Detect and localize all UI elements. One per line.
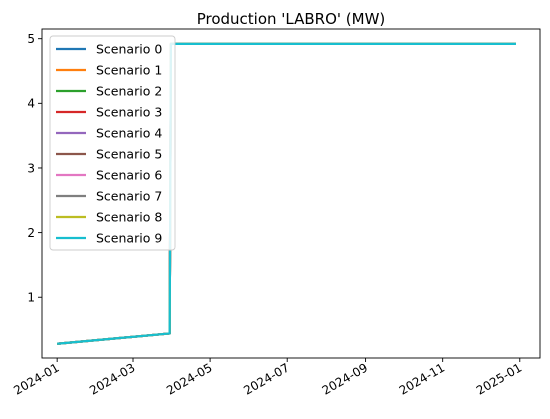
legend-label: Scenario 1 — [96, 63, 162, 78]
x-axis: 2024-01 2024-03 2024-05 2024-07 2024-09 2024-… — [11, 358, 524, 398]
plot-frame — [41, 28, 541, 359]
y-tick-label: 5 — [27, 32, 35, 46]
x-tick-label: 2024-07 — [241, 360, 291, 397]
legend-label: Scenario 5 — [96, 147, 162, 162]
x-tick-label: 2024-11 — [397, 360, 447, 397]
legend-label: Scenario 7 — [96, 189, 162, 204]
y-axis: 1 2 3 4 5 — [27, 32, 42, 305]
legend-label: Scenario 9 — [96, 231, 162, 246]
y-tick-label: 3 — [27, 161, 35, 175]
y-tick-label: 1 — [27, 291, 35, 305]
legend-label: Scenario 6 — [96, 168, 162, 183]
y-tick-label: 4 — [27, 97, 35, 111]
legend: Scenario 0 Scenario 1 Scenario 2 Scenario 3… — [49, 35, 176, 251]
chart-title: Production 'LABRO' (MW) — [197, 10, 386, 28]
legend-label: Scenario 0 — [96, 42, 162, 57]
y-tick-label: 2 — [27, 226, 35, 240]
legend-label: Scenario 8 — [96, 210, 162, 225]
legend-label: Scenario 4 — [96, 126, 162, 141]
x-tick-label: 2025-01 — [474, 360, 524, 397]
x-tick-label: 2024-05 — [164, 360, 214, 397]
x-tick-label: 2024-03 — [87, 360, 137, 397]
x-tick-label: 2024-09 — [320, 360, 370, 397]
legend-label: Scenario 2 — [96, 84, 162, 99]
x-tick-label: 2024-01 — [11, 360, 61, 397]
legend-label: Scenario 3 — [96, 105, 162, 120]
